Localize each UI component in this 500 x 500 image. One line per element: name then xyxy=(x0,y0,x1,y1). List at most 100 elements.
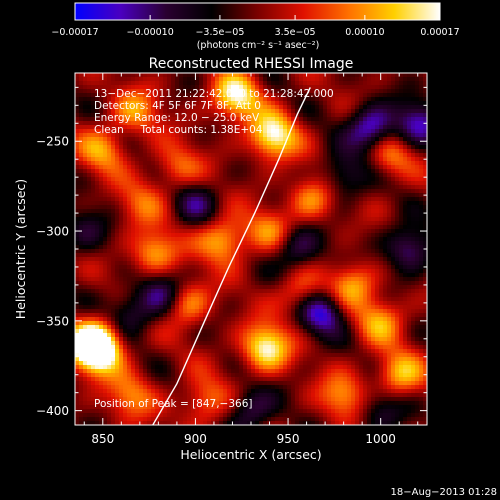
heatmap-cell xyxy=(175,225,180,230)
heatmap-cell xyxy=(187,121,192,126)
chart-title: Reconstructed RHESSI Image xyxy=(149,56,354,72)
heatmap-cell xyxy=(171,293,176,298)
heatmap-cell xyxy=(339,257,344,262)
heatmap-cell xyxy=(103,133,108,138)
colorbar-tick-label: −0.00010 xyxy=(127,27,174,38)
heatmap-cell xyxy=(159,249,164,254)
heatmap-cell xyxy=(239,241,244,246)
heatmap-cell xyxy=(315,93,320,98)
heatmap-cell xyxy=(167,237,172,242)
heatmap-cell xyxy=(83,177,88,182)
heatmap-cell xyxy=(187,269,192,274)
heatmap-cell xyxy=(283,221,288,226)
heatmap-cell xyxy=(235,233,240,238)
heatmap-cell xyxy=(223,285,228,290)
heatmap-cell xyxy=(343,293,348,298)
heatmap-cell xyxy=(323,253,328,258)
heatmap-cell xyxy=(163,241,168,246)
heatmap-cell xyxy=(235,129,240,134)
heatmap-cell xyxy=(91,229,96,234)
heatmap-cell xyxy=(359,173,364,178)
heatmap-cell xyxy=(143,229,148,234)
heatmap-cell xyxy=(383,85,388,90)
heatmap-cell xyxy=(271,157,276,162)
heatmap-cell xyxy=(167,185,172,190)
heatmap-cell xyxy=(415,293,420,298)
heatmap-cell xyxy=(203,165,208,170)
heatmap-cell xyxy=(227,93,232,98)
heatmap-cell xyxy=(411,261,416,266)
heatmap-cell xyxy=(407,281,412,286)
heatmap-cell xyxy=(131,165,136,170)
heatmap-cell xyxy=(119,81,124,86)
heatmap-cell xyxy=(423,169,427,174)
heatmap-cell xyxy=(115,89,120,94)
heatmap-cell xyxy=(327,193,332,198)
heatmap-cell xyxy=(95,257,100,262)
heatmap-cell xyxy=(183,97,188,102)
heatmap-cell xyxy=(79,125,84,130)
heatmap-cell xyxy=(383,93,388,98)
heatmap-cell xyxy=(279,285,284,290)
heatmap-cell xyxy=(295,265,300,270)
heatmap-cell xyxy=(339,193,344,198)
heatmap-cell xyxy=(419,189,424,194)
heatmap-cell xyxy=(207,149,212,154)
heatmap-cell xyxy=(243,233,248,238)
heatmap-cell xyxy=(159,141,164,146)
heatmap-cell xyxy=(131,289,136,294)
heatmap-cell xyxy=(235,161,240,166)
heatmap-cell xyxy=(235,133,240,138)
heatmap-cell xyxy=(103,137,108,142)
heatmap-cell xyxy=(107,261,112,266)
heatmap-cell xyxy=(83,165,88,170)
heatmap-cell xyxy=(75,101,80,106)
heatmap-cell xyxy=(387,101,392,106)
heatmap-cell xyxy=(319,85,324,90)
heatmap-cell xyxy=(391,145,396,150)
heatmap-cell xyxy=(335,133,340,138)
heatmap-cell xyxy=(359,201,364,206)
heatmap-cell xyxy=(211,89,216,94)
heatmap-cell xyxy=(375,281,380,286)
heatmap-cell xyxy=(159,225,164,230)
heatmap-cell xyxy=(159,265,164,270)
heatmap-cell xyxy=(331,141,336,146)
heatmap-cell xyxy=(127,189,132,194)
heatmap-cell xyxy=(231,265,236,270)
heatmap-cell xyxy=(335,221,340,226)
heatmap-cell xyxy=(271,297,276,302)
heatmap-cell xyxy=(83,293,88,298)
heatmap-cell xyxy=(367,101,372,106)
heatmap-cell xyxy=(363,121,368,126)
heatmap-cell xyxy=(163,177,168,182)
heatmap-cell xyxy=(115,249,120,254)
heatmap-cell xyxy=(191,125,196,130)
heatmap-cell xyxy=(339,117,344,122)
heatmap-cell xyxy=(259,205,264,210)
heatmap-cell xyxy=(247,129,252,134)
heatmap-cell xyxy=(399,77,404,82)
heatmap-cell xyxy=(279,137,284,142)
heatmap-cell xyxy=(207,285,212,290)
heatmap-cell xyxy=(75,73,80,78)
heatmap-cell xyxy=(331,213,336,218)
heatmap-cell xyxy=(115,253,120,258)
heatmap-cell xyxy=(255,233,260,238)
heatmap-cell xyxy=(267,249,272,254)
heatmap-cell xyxy=(315,113,320,118)
heatmap-cell xyxy=(243,269,248,274)
heatmap-cell xyxy=(395,145,400,150)
heatmap-cell xyxy=(171,245,176,250)
heatmap-cell xyxy=(299,81,304,86)
heatmap-cell xyxy=(147,193,152,198)
heatmap-cell xyxy=(107,153,112,158)
heatmap-cell xyxy=(167,129,172,134)
heatmap-cell xyxy=(259,237,264,242)
heatmap-cell xyxy=(167,289,172,294)
heatmap-cell xyxy=(83,157,88,162)
heatmap-cell xyxy=(399,101,404,106)
heatmap-cell xyxy=(359,237,364,242)
heatmap-cell xyxy=(415,273,420,278)
heatmap-cell xyxy=(171,237,176,242)
